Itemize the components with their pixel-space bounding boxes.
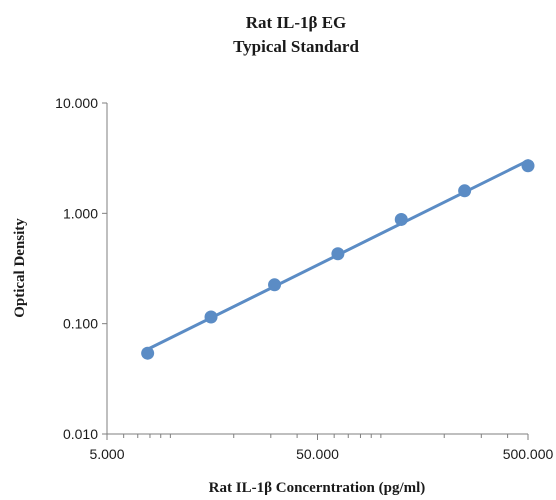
x-tick-label: 500.000 (503, 446, 554, 462)
y-axis-ticks: 0.010 0.100 1.000 10.000 (55, 95, 107, 442)
x-tick-label: 50.000 (296, 446, 339, 462)
y-tick-label: 0.100 (63, 316, 98, 332)
data-points (141, 159, 535, 360)
data-point (204, 310, 218, 324)
y-tick-label: 1.000 (63, 205, 98, 221)
data-point (521, 159, 535, 173)
chart-title: Rat IL-1β EG (246, 13, 347, 32)
chart-subtitle: Typical Standard (233, 37, 359, 56)
y-axis-title: Optical Density (12, 218, 28, 318)
data-point (268, 278, 282, 292)
plot-area: 0.010 0.100 1.000 10.000 5.000 50.000 500.000 (55, 95, 553, 462)
y-tick-label: 0.010 (63, 426, 98, 442)
x-axis-title: Rat IL-1β Concerntration (pg/ml) (209, 480, 426, 496)
y-tick-label: 10.000 (55, 95, 98, 111)
x-axis-ticks: 5.000 50.000 500.000 (89, 434, 554, 462)
data-point (394, 212, 408, 226)
data-point (331, 247, 345, 261)
data-point (141, 346, 155, 360)
data-point (458, 184, 472, 198)
x-tick-label: 5.000 (89, 446, 124, 462)
